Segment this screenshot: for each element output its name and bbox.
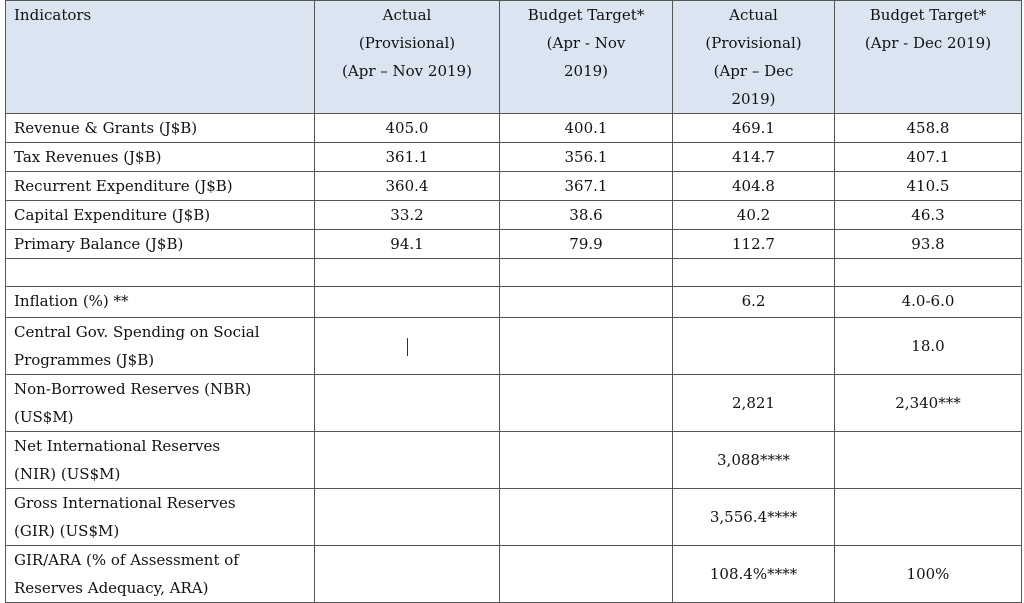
cell-col-2 [499,488,673,546]
cell-col-3: 3,088**** [672,431,835,489]
cell-col-4: 407.1 [834,142,1022,172]
cell-col-2 [499,431,673,489]
cell-col-4 [834,258,1022,287]
cell-col-4: 2,340*** [834,374,1022,432]
cell-col-1 [314,317,500,375]
table-header: Indicators Actual (Provisional) (Apr – Nov… [5,0,1022,114]
cell-col-1: 94.1 [314,229,500,259]
cell-col-4: 18.0 [834,317,1022,375]
row-label: Capital Expenditure (J$B) [5,200,315,230]
cell-col-2: 400.1 [499,113,673,143]
cell-col-4: 4.0-6.0 [834,286,1022,318]
cell-col-1 [314,431,500,489]
cell-col-3 [672,317,835,375]
cell-col-2 [499,286,673,318]
cell-col-3: 2,821 [672,374,835,432]
cell-col-1 [314,545,500,603]
row-label: Tax Revenues (J$B) [5,142,315,172]
cell-col-2: 356.1 [499,142,673,172]
header-budget-apr-dec: Budget Target* (Apr - Dec 2019) [834,0,1022,114]
row-label: Non-Borrowed Reserves (NBR) (US$M) [5,374,315,432]
cell-col-3: 6.2 [672,286,835,318]
cell-col-3: 414.7 [672,142,835,172]
cell-col-2 [499,545,673,603]
cell-col-2 [499,258,673,287]
cell-col-4 [834,431,1022,489]
table-row: Primary Balance (J$B) 94.1 79.9 112.7 93.8 [5,229,1022,259]
row-label: Primary Balance (J$B) [5,229,315,259]
row-label: Inflation (%) ** [5,286,315,318]
cell-col-4: 93.8 [834,229,1022,259]
table-row: Gross International Reserves (GIR) (US$M)… [5,488,1022,546]
cell-col-3 [672,258,835,287]
table-row: Capital Expenditure (J$B) 33.2 38.6 40.2 46.… [5,200,1022,230]
header-actual-apr-dec: Actual (Provisional) (Apr – Dec 2019) [672,0,835,114]
cell-col-3: 112.7 [672,229,835,259]
cell-col-1: 33.2 [314,200,500,230]
cell-col-4: 458.8 [834,113,1022,143]
cell-col-2: 38.6 [499,200,673,230]
table-row: Non-Borrowed Reserves (NBR) (US$M) 2,821 2,… [5,374,1022,432]
table-row: Recurrent Expenditure (J$B) 360.4 367.1 404… [5,171,1022,201]
cell-col-1 [314,374,500,432]
cell-col-3: 108.4%**** [672,545,835,603]
table-row [5,258,1022,287]
table-row: Tax Revenues (J$B) 361.1 356.1 414.7 407.1 [5,142,1022,172]
cell-col-1: 405.0 [314,113,500,143]
cell-col-3: 469.1 [672,113,835,143]
table-row: Revenue & Grants (J$B) 405.0 400.1 469.1 458… [5,113,1022,143]
row-label: Net International Reserves (NIR) (US$M) [5,431,315,489]
header-indicators: Indicators [5,0,315,114]
row-label: Gross International Reserves (GIR) (US$M) [5,488,315,546]
row-label: GIR/ARA (% of Assessment of Reserves Adeq… [5,545,315,603]
row-label: Revenue & Grants (J$B) [5,113,315,143]
text-cursor [406,338,408,356]
row-label: Central Gov. Spending on Social Programme… [5,317,315,375]
table-row: Inflation (%) ** 6.2 4.0-6.0 [5,286,1022,318]
row-label [5,258,315,287]
table-row: Net International Reserves (NIR) (US$M) 3,… [5,431,1022,489]
row-label: Recurrent Expenditure (J$B) [5,171,315,201]
cell-col-1: 361.1 [314,142,500,172]
cell-col-2 [499,374,673,432]
cell-col-4: 410.5 [834,171,1022,201]
cell-col-3: 3,556.4**** [672,488,835,546]
cell-col-1 [314,258,500,287]
header-row: Indicators Actual (Provisional) (Apr – Nov… [5,0,1022,114]
cell-col-2: 367.1 [499,171,673,201]
cell-col-3: 404.8 [672,171,835,201]
cell-col-1: 360.4 [314,171,500,201]
cell-col-4: 100% [834,545,1022,603]
cell-col-2: 79.9 [499,229,673,259]
table-body: Revenue & Grants (J$B) 405.0 400.1 469.1 458… [5,113,1022,603]
cell-col-1 [314,286,500,318]
header-budget-apr-nov: Budget Target* (Apr - Nov 2019) [499,0,673,114]
cell-col-4 [834,488,1022,546]
cell-col-1 [314,488,500,546]
header-actual-apr-nov: Actual (Provisional) (Apr – Nov 2019) [314,0,500,114]
cell-col-2 [499,317,673,375]
cell-col-3: 40.2 [672,200,835,230]
indicators-table: Indicators Actual (Provisional) (Apr – Nov… [5,0,1022,603]
table-row: GIR/ARA (% of Assessment of Reserves Adeq… [5,545,1022,603]
table-row: Central Gov. Spending on Social Programme… [5,317,1022,375]
cell-col-4: 46.3 [834,200,1022,230]
